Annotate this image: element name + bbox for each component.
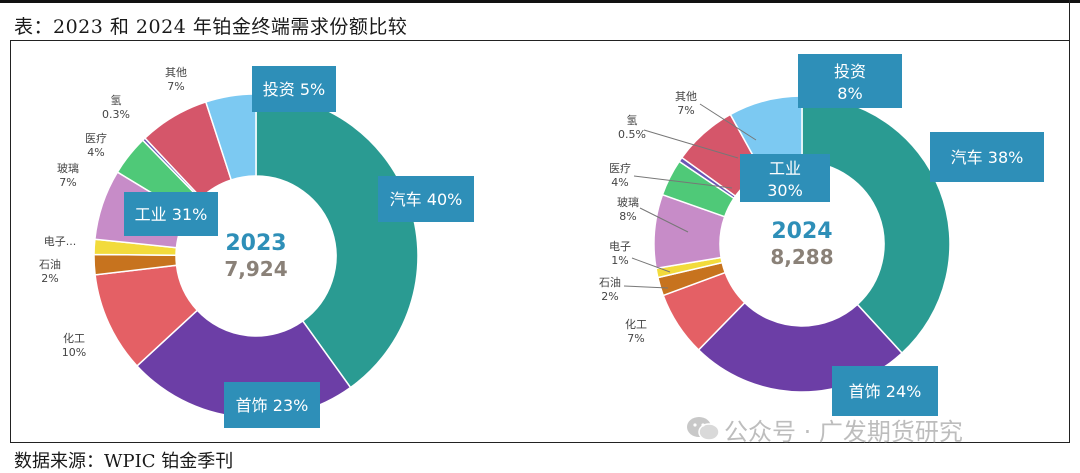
label-chemical-name: 化工 — [63, 331, 85, 345]
callout-industry-bg — [124, 192, 218, 236]
center-year: 2023 — [225, 231, 286, 256]
label-petroleum-name: 石油 — [599, 275, 621, 289]
callout-auto: 汽车 38% — [930, 132, 1044, 182]
leader-other — [699, 103, 757, 141]
label-hydrogen-name: 氢 — [627, 113, 638, 127]
label-other-name: 其他 — [165, 66, 187, 79]
frame-left-border — [10, 40, 11, 442]
center-total: 7,924 — [224, 257, 287, 281]
label-chemical-pct: 7% — [627, 332, 644, 345]
label-glass-pct: 8% — [619, 210, 636, 223]
label-other-name: 其他 — [675, 90, 697, 103]
slice-汽车 — [801, 95, 951, 355]
callout-investment-text: 投资 5% — [263, 80, 325, 99]
label-glass-name: 玻璃 — [57, 161, 79, 175]
callout-industry: 工业 31% — [124, 192, 218, 236]
slice-投资 — [204, 93, 257, 181]
center-year: 2024 — [771, 219, 832, 244]
callout-auto-text: 汽车 38% — [951, 148, 1024, 167]
label-electronics-pct: 1% — [611, 254, 628, 267]
chart-panel-2023: 2023 7,924 汽车 40% 首饰 23% 投资 5% 工业 31% 化工 10% 石油 2… — [24, 46, 534, 438]
label-chemical-pct: 10% — [62, 346, 86, 359]
callout-industry-pct: 30% — [767, 181, 803, 200]
wechat-icon — [687, 417, 720, 441]
callout-jewelry-text: 首饰 23% — [236, 396, 309, 415]
label-petroleum-pct: 2% — [601, 290, 618, 303]
label-other-pct: 7% — [677, 104, 694, 117]
label-electronics-name: 电子... — [44, 235, 77, 248]
callout-auto-text: 汽车 40% — [390, 190, 463, 209]
label-medical-name: 医疗 — [609, 161, 631, 175]
center-total: 8,288 — [770, 245, 833, 269]
callout-jewelry-text: 首饰 24% — [849, 382, 922, 401]
source-note: 数据来源：WPIC 铂金季刊 — [14, 451, 234, 472]
label-glass-pct: 7% — [59, 176, 76, 189]
callout-jewelry: 首饰 23% — [224, 382, 320, 428]
callout-industry-text: 工业 31% — [135, 205, 208, 224]
leader-petroleum — [623, 285, 669, 289]
callout-industry: 工业 30% — [740, 154, 830, 202]
label-hydrogen-pct: 0.5% — [618, 128, 646, 141]
figure-title: 表：2023 和 2024 年铂金终端需求份额比较 — [14, 16, 408, 38]
callout-investment-bg — [252, 66, 336, 112]
label-glass-name: 玻璃 — [617, 195, 639, 209]
label-other-pct: 7% — [167, 80, 184, 93]
callout-auto: 汽车 40% — [378, 176, 474, 222]
callout-jewelry-bg — [224, 382, 320, 428]
label-hydrogen-pct: 0.3% — [102, 108, 130, 121]
label-medical-name: 医疗 — [85, 131, 107, 145]
callout-investment: 投资 5% — [252, 66, 336, 112]
callout-jewelry-bg — [832, 366, 938, 416]
title-row: 表：2023 和 2024 年铂金终端需求份额比较 — [0, 6, 1080, 40]
label-chemical-name: 化工 — [625, 317, 647, 331]
callout-investment-pct: 8% — [837, 84, 862, 103]
watermark-text: 公众号 · 广发期货研究 — [724, 412, 963, 447]
callout-jewelry: 首饰 24% — [832, 366, 938, 416]
slice-汽车 — [255, 93, 419, 389]
callout-industry-bg — [740, 154, 830, 202]
callout-investment-bg — [798, 54, 902, 108]
callout-industry-text: 工业 — [769, 159, 801, 178]
label-petroleum-name: 石油 — [39, 257, 61, 271]
top-bar — [0, 0, 1080, 3]
title-divider — [10, 40, 1070, 41]
label-petroleum-pct: 2% — [41, 272, 58, 285]
frame-right-border — [1069, 0, 1070, 442]
label-medical-pct: 4% — [87, 146, 104, 159]
label-electronics-name: 电子 — [609, 240, 631, 253]
watermark-label: 公众号 · 广发期货研究 — [724, 418, 963, 446]
callout-auto-bg — [930, 132, 1044, 182]
leader-electronics — [631, 257, 671, 273]
leader-medical — [633, 175, 733, 189]
label-hydrogen-name: 氢 — [111, 93, 122, 107]
callout-auto-bg — [378, 176, 474, 222]
label-medical-pct: 4% — [611, 176, 628, 189]
leader-hydrogen — [643, 129, 739, 159]
callout-investment-text: 投资 — [834, 62, 866, 81]
bottom-divider — [10, 442, 1070, 443]
chart-panel-2024: 2024 8,288 汽车 38% 首饰 24% 投资 8% 工业 30% 化工 7% 石油 2% 电子… — [560, 46, 1060, 438]
callout-investment: 投资 8% — [798, 54, 902, 108]
leader-glass — [639, 207, 689, 233]
